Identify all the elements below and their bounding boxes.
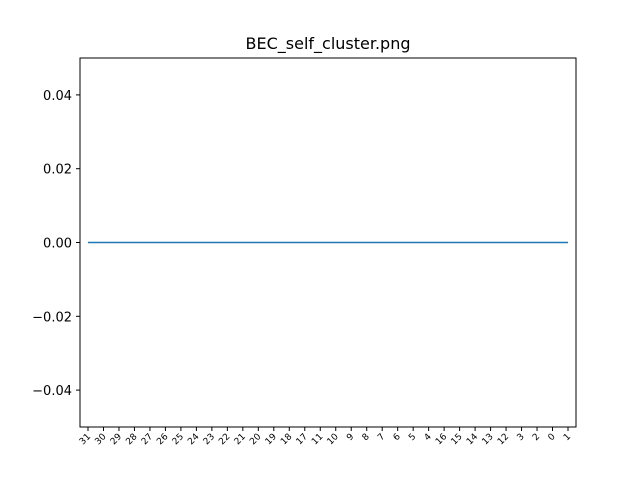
x-tick-label: 3 (516, 432, 527, 443)
x-tick-label: 18 (279, 432, 294, 447)
y-tick-label: −0.04 (32, 384, 72, 399)
y-tick-label: −0.02 (32, 310, 72, 325)
x-tick-label: 22 (217, 432, 232, 447)
x-tick-label: 5 (407, 432, 418, 443)
x-tick-label: 20 (248, 432, 263, 447)
x-tick-label: 21 (233, 432, 248, 447)
x-tick-label: 7 (376, 432, 387, 443)
x-tick-label: 24 (186, 432, 201, 447)
x-tick-label: 1 (562, 432, 573, 443)
x-tick-label: 29 (109, 432, 124, 447)
x-tick-label: 28 (124, 432, 139, 447)
x-tick-label: 19 (264, 432, 279, 447)
x-tick-label: 14 (465, 432, 480, 447)
x-tick-label: 4 (423, 432, 434, 443)
y-tick-label: 0.04 (43, 89, 72, 104)
x-tick-label: 16 (434, 432, 449, 447)
plot-frame (79, 57, 577, 428)
x-tick-label: 13 (481, 432, 496, 447)
x-tick-label: 2 (531, 432, 542, 443)
y-tick-label: 0.00 (43, 237, 72, 252)
x-axis: 31 30 29 28 27 26 25 24 23 22 21 20 19 18 17 11 10 9 8 7 6 5 4… (78, 427, 573, 447)
x-tick-label: 12 (496, 432, 511, 447)
y-tick-label: 0.02 (43, 163, 72, 178)
x-tick-label: 10 (326, 432, 341, 447)
x-tick-label: 31 (78, 432, 93, 447)
x-tick-label: 25 (171, 432, 186, 447)
x-tick-label: 15 (450, 432, 465, 447)
x-tick-label: 23 (202, 432, 217, 447)
x-tick-label: 11 (310, 432, 325, 447)
x-tick-label: 17 (295, 432, 310, 447)
x-tick-label: 9 (345, 432, 356, 443)
x-tick-label: 8 (361, 432, 372, 443)
x-tick-label: 27 (140, 432, 155, 447)
x-tick-label: 30 (93, 432, 108, 447)
x-tick-label: 6 (392, 432, 403, 443)
x-tick-label: 0 (547, 432, 558, 443)
y-axis: −0.04 −0.02 0.00 0.02 0.04 (32, 89, 80, 399)
chart-title: BEC_self_cluster.png (246, 34, 411, 54)
x-tick-label: 26 (155, 432, 170, 447)
